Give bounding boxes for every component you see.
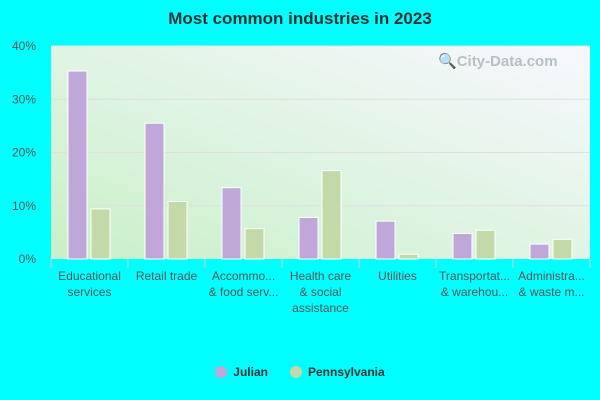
bar-julian [144,122,165,260]
legend-item: Julian [215,365,268,379]
legend-label: Pennsylvania [307,365,385,379]
x-category-label: Utilities [378,269,417,283]
y-tick-label: 0% [19,252,37,266]
legend-swatch [289,366,302,378]
bar-julian [452,232,473,260]
bar-julian [529,243,550,260]
chart-title: Most common industries in 2023 [168,9,432,28]
bar-pennsylvania [475,229,496,260]
x-category-label: & waste m... [518,285,584,299]
x-category-label: & warehou... [441,285,508,299]
legend-label: Julian [233,365,268,379]
bar-pennsylvania [398,253,419,260]
x-category-label: Accommo... [212,269,275,283]
x-category-label: assistance [292,301,349,315]
x-category-label: Transportat... [439,269,510,283]
x-category-label: Health care [290,269,352,283]
bar-pennsylvania [90,208,111,260]
y-tick-label: 30% [12,92,36,106]
x-category-label: Administra... [518,269,585,283]
bar-julian [221,187,242,260]
x-category-label: services [67,285,111,299]
bar-julian [375,220,396,260]
legend: Julian Pennsylvania [0,365,600,379]
x-category-label: Educational [58,269,121,283]
legend-swatch [215,366,228,378]
bar-pennsylvania [552,238,573,260]
x-category-label: Retail trade [136,269,198,283]
x-category-label: & food serv... [209,285,279,299]
bar-pennsylvania [244,228,265,260]
y-tick-label: 10% [12,199,36,213]
bar-pennsylvania [321,170,342,260]
legend-item: Pennsylvania [289,365,385,379]
x-category-label: & social [299,285,341,299]
y-tick-label: 20% [12,146,36,160]
bar-pennsylvania [167,200,188,260]
y-tick-label: 40% [12,39,36,53]
bar-julian [67,70,88,260]
bar-julian [298,216,319,260]
watermark: 🔍City-Data.com [438,53,558,70]
